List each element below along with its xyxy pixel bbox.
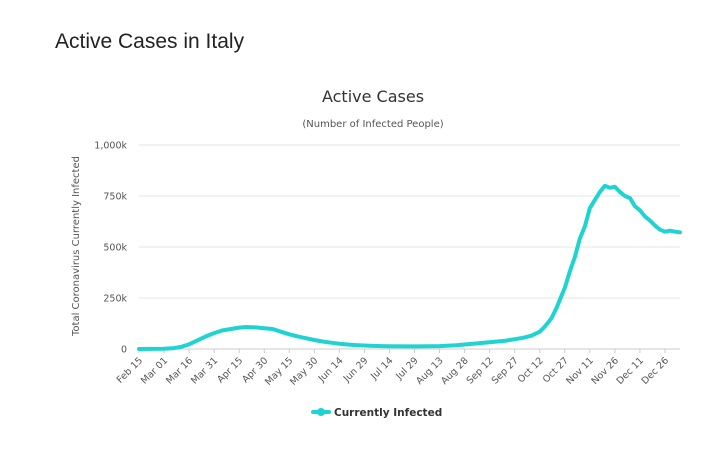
y-tick-label: 500k: [103, 243, 127, 254]
legend-label: Currently Infected: [334, 407, 442, 419]
chart-title: Active Cases: [322, 87, 424, 106]
x-tick-label: Sep 12: [465, 355, 496, 386]
chart-subtitle: (Number of Infected People): [302, 119, 443, 130]
gridlines: [139, 144, 680, 350]
x-tick-label: Jul 14: [368, 355, 395, 382]
page-title: Active Cases in Italy: [55, 30, 245, 53]
y-tick-label: 750k: [103, 192, 127, 203]
y-tick-labels: 0 250k 500k 750k 1,000k: [94, 141, 127, 356]
x-tick-label: Apr 15: [215, 355, 245, 385]
x-tick-label: Nov 26: [589, 355, 621, 387]
x-tick-label: Sep 27: [490, 355, 521, 386]
x-tick-label: Jun 14: [316, 355, 346, 385]
legend[interactable]: Currently Infected: [311, 407, 442, 419]
x-tick-label: Jun 29: [341, 355, 371, 385]
y-tick-label: 1,000k: [94, 141, 127, 152]
x-tick-label: May 30: [288, 355, 320, 387]
x-tick-label: Mar 31: [189, 355, 220, 386]
y-axis-label: Total Coronavirus Currently Infected: [71, 156, 82, 337]
legend-marker: [317, 408, 325, 416]
x-tick-label: Aug 28: [439, 355, 471, 387]
series-line-currently-infected: [137, 183, 682, 351]
y-tick-label: 250k: [103, 294, 127, 305]
x-tick-label: Oct 12: [516, 355, 546, 385]
x-tick-label: Mar 16: [164, 355, 195, 386]
x-tick-label: Mar 01: [139, 355, 170, 386]
y-tick-label: 0: [121, 345, 127, 356]
x-tick-label: Dec 26: [640, 355, 671, 386]
